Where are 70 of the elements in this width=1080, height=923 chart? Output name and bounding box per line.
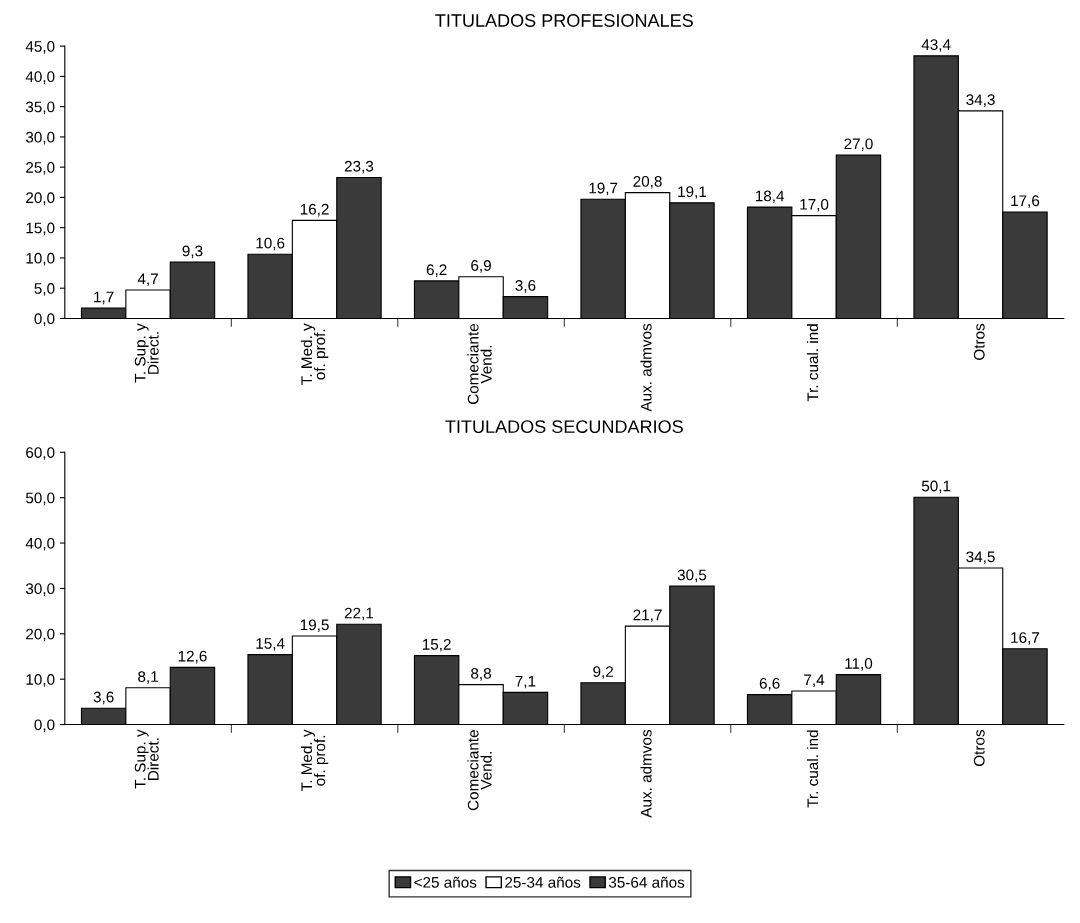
x-tick-label: T. Med. y of. prof.: [300, 729, 329, 792]
data-label: 7,4: [804, 674, 825, 687]
data-label: 34,5: [966, 551, 995, 564]
y-tick-label: 40,0: [25, 537, 55, 551]
data-label: 18,4: [755, 190, 785, 204]
data-label: 27,0: [844, 138, 873, 152]
legend-label: 35-64 años: [608, 876, 685, 888]
data-label: 7,1: [515, 675, 536, 689]
data-label: 19,1: [678, 186, 707, 199]
y-tick-label: 20,0: [26, 628, 55, 642]
data-label: 22,1: [344, 607, 374, 621]
data-label: 6,9: [471, 260, 491, 273]
y-tick-label: 10,0: [26, 252, 55, 266]
chart-title: TITULADOS PROFESIONALES: [435, 14, 693, 27]
y-tick-label: 60,0: [26, 447, 55, 460]
data-label: 50,1: [921, 480, 951, 494]
y-tick-label: 15,0: [26, 222, 55, 236]
x-tick-label: Aux. admvos: [640, 729, 652, 818]
data-label: 19,7: [589, 182, 618, 196]
data-label: 17,6: [1011, 195, 1040, 208]
data-label: 6,2: [426, 264, 447, 277]
y-tick-label: 10,0: [26, 674, 55, 687]
y-tick-label: 20,0: [26, 192, 55, 205]
legend-label: <25 años: [414, 876, 477, 888]
data-label: 9,2: [593, 666, 613, 679]
data-label: 15,4: [256, 638, 285, 651]
x-tick-label: Otros: [973, 729, 985, 767]
x-tick-label: Aux. admvos: [640, 323, 652, 412]
x-tick-label: Tr. cual. ind: [806, 324, 819, 402]
data-label: 21,7: [633, 609, 662, 623]
x-tick-label: Otros: [973, 323, 985, 360]
data-label: 43,4: [921, 39, 951, 52]
data-label: 3,6: [93, 691, 114, 705]
data-label: 20,8: [633, 175, 662, 189]
legend-label: 25-34 años: [505, 876, 581, 888]
data-label: 19,5: [300, 619, 329, 633]
y-tick-label: 5,0: [34, 283, 55, 296]
x-tick-label: Comeciante Vend.: [467, 730, 492, 811]
data-label: 10,6: [256, 237, 285, 251]
data-label: 30,5: [677, 569, 707, 583]
x-tick-label: Tr. cual. ind: [806, 730, 819, 808]
data-label: 15,2: [422, 638, 451, 652]
y-tick-label: 35,0: [25, 101, 55, 115]
data-label: 12,6: [178, 650, 207, 664]
y-tick-label: 50,0: [25, 492, 55, 506]
data-label: 17,0: [800, 198, 829, 212]
x-tick-label: T. Sup. y Direct.: [134, 729, 159, 789]
y-tick-label: 30,0: [25, 131, 55, 145]
x-tick-label: T. Sup. y Direct.: [134, 323, 159, 383]
x-tick-label: Comeciante Vend.: [467, 323, 492, 405]
y-tick-label: 25,0: [26, 162, 55, 175]
x-tick-label: T. Med. y of. prof.: [300, 323, 329, 385]
data-label: 23,3: [344, 160, 374, 174]
data-label: 1,7: [94, 291, 114, 305]
y-tick-label: 0,0: [34, 719, 55, 733]
data-label: 8,8: [471, 668, 492, 681]
data-label: 9,3: [182, 245, 203, 259]
data-label: 8,1: [138, 671, 158, 684]
data-label: 16,2: [300, 203, 329, 217]
y-tick-label: 0,0: [34, 313, 55, 326]
data-label: 34,3: [966, 94, 995, 107]
data-label: 4,7: [137, 273, 158, 286]
data-label: 11,0: [845, 658, 873, 671]
y-tick-label: 45,0: [25, 41, 55, 54]
data-label: 6,6: [759, 677, 780, 691]
data-label: 3,6: [515, 280, 536, 293]
y-tick-label: 30,0: [25, 583, 55, 596]
chart-title: TITULADOS SECUNDARIOS: [445, 420, 683, 433]
y-tick-label: 40,0: [25, 71, 55, 84]
data-label: 16,7: [1011, 632, 1040, 645]
